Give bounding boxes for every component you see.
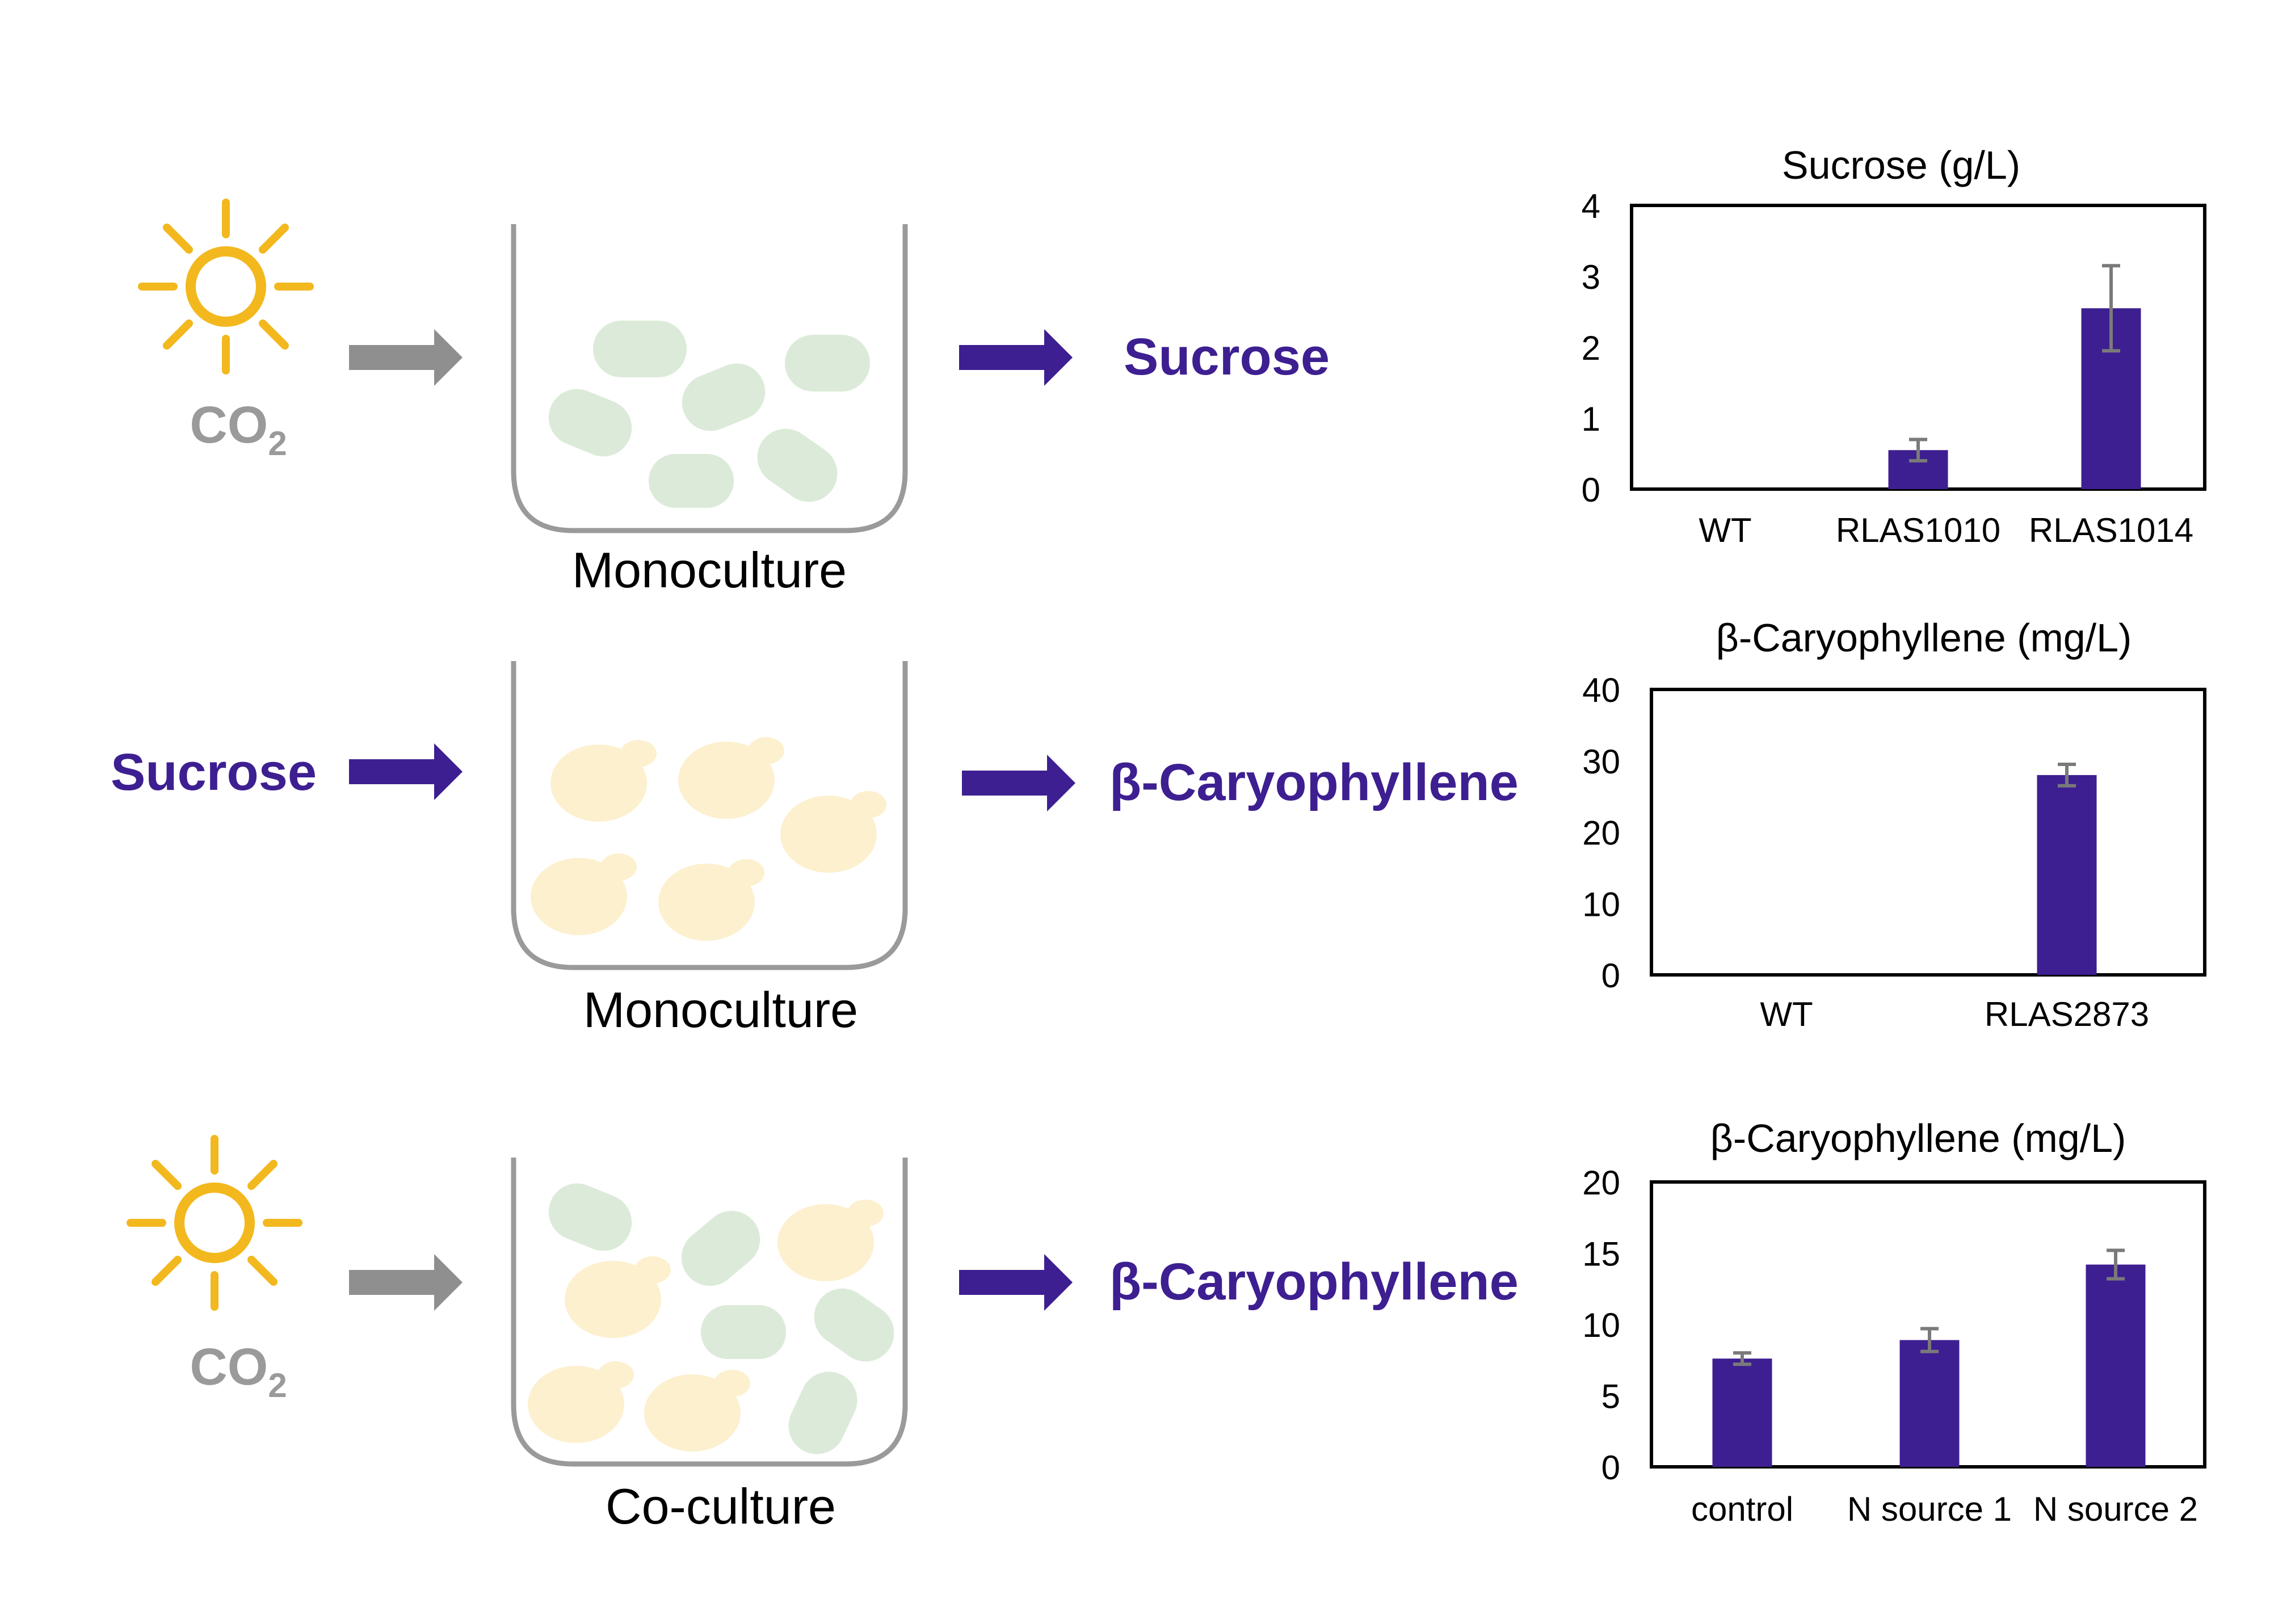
algae-cell: [548, 389, 632, 457]
chart-title: β-Caryophyllene (mg/L): [1716, 616, 2132, 660]
product-label: Sucrose: [1124, 328, 1330, 386]
bar: [2037, 775, 2097, 975]
algae-cell: [593, 321, 687, 377]
algae-cell: [814, 1288, 894, 1362]
y-tick-label: 0: [1601, 1449, 1620, 1487]
vessel-outline: [511, 661, 908, 970]
yeast-cell: [780, 791, 886, 873]
chart-title: Sucrose (g/L): [1782, 143, 2020, 187]
category-label: control: [1691, 1490, 1793, 1528]
y-tick-label: 0: [1582, 471, 1600, 509]
sun-icon: [142, 203, 310, 371]
product-label: β-Caryophyllene: [1109, 1253, 1519, 1311]
chart-caryophyllene-mono: β-Caryophyllene (mg/L) 0 10 20 30 40 WT RLAS287…: [1582, 616, 2206, 1033]
gray-arrow-icon: [349, 329, 463, 386]
y-tick-label: 10: [1582, 885, 1620, 923]
y-tick-label: 10: [1582, 1306, 1620, 1344]
algae-cell: [757, 428, 838, 502]
yeast-cell: [644, 1370, 750, 1451]
algae-cell: [788, 1371, 857, 1454]
plot-frame: [1650, 688, 2206, 977]
category-label: WT: [1760, 995, 1813, 1033]
co2-label: CO2: [190, 396, 287, 462]
yeast-cell: [678, 737, 784, 819]
algae-cell: [548, 1183, 632, 1251]
vessel-outline: [511, 224, 908, 533]
y-tick-label: 5: [1601, 1378, 1620, 1416]
yeast-cell: [658, 859, 764, 941]
vessel-label: Monoculture: [572, 542, 847, 598]
gray-arrow-icon: [349, 1254, 463, 1311]
bar: [1712, 1358, 1772, 1467]
y-tick-label: 4: [1582, 187, 1600, 225]
algae-cell: [681, 1210, 760, 1286]
vessel-label: Co-culture: [606, 1478, 836, 1534]
culture-vessel-3: [511, 1158, 908, 1467]
chart-caryophyllene-coculture: β-Caryophyllene (mg/L) 0 5 10 15 20 control N s…: [1582, 1116, 2206, 1528]
product-label: β-Caryophyllene: [1109, 754, 1519, 811]
category-label: RLAS1014: [2029, 511, 2193, 549]
vessel-label: Monoculture: [583, 982, 858, 1038]
purple-arrow-icon: [959, 1254, 1073, 1311]
algae-cell: [682, 363, 766, 431]
culture-vessel-2: [511, 661, 908, 970]
category-label: N source 2: [2033, 1490, 2198, 1528]
bar: [1899, 1340, 1960, 1467]
chart-sucrose: Sucrose (g/L) 0 1 2 3 4 WT RLAS1010 RLAS1014: [1582, 143, 2206, 549]
y-tick-label: 1: [1582, 400, 1600, 438]
yeast-cell: [550, 740, 657, 822]
algae-cell: [785, 335, 870, 392]
y-tick-label: 0: [1601, 957, 1620, 995]
bar: [2086, 1264, 2146, 1467]
yeast-cell: [565, 1256, 671, 1338]
culture-vessel-1: [511, 224, 908, 533]
yeast-cell: [528, 1361, 634, 1443]
input-label: Sucrose: [111, 743, 317, 801]
y-tick-label: 20: [1582, 1164, 1620, 1202]
yeast-cell: [531, 853, 637, 935]
sun-icon: [131, 1139, 299, 1307]
y-tick-label: 40: [1582, 671, 1620, 709]
chart-title: β-Caryophyllene (mg/L): [1710, 1116, 2126, 1160]
y-tick-label: 30: [1582, 743, 1620, 781]
y-tick-label: 15: [1582, 1235, 1620, 1273]
vessel-outline: [511, 1158, 908, 1467]
category-label: WT: [1699, 511, 1751, 549]
y-tick-label: 3: [1582, 258, 1600, 296]
purple-arrow-icon: [349, 743, 463, 800]
category-label: RLAS1010: [1836, 511, 2000, 549]
y-tick-label: 2: [1582, 329, 1600, 367]
co2-label: CO2: [190, 1338, 287, 1404]
algae-cell: [649, 454, 734, 508]
category-label: N source 1: [1847, 1490, 2012, 1528]
category-label: RLAS2873: [1985, 995, 2149, 1033]
y-tick-label: 20: [1582, 814, 1620, 852]
algae-cell: [701, 1305, 786, 1359]
yeast-cell: [777, 1200, 884, 1281]
purple-arrow-icon: [959, 329, 1073, 386]
purple-arrow-icon: [962, 755, 1075, 811]
